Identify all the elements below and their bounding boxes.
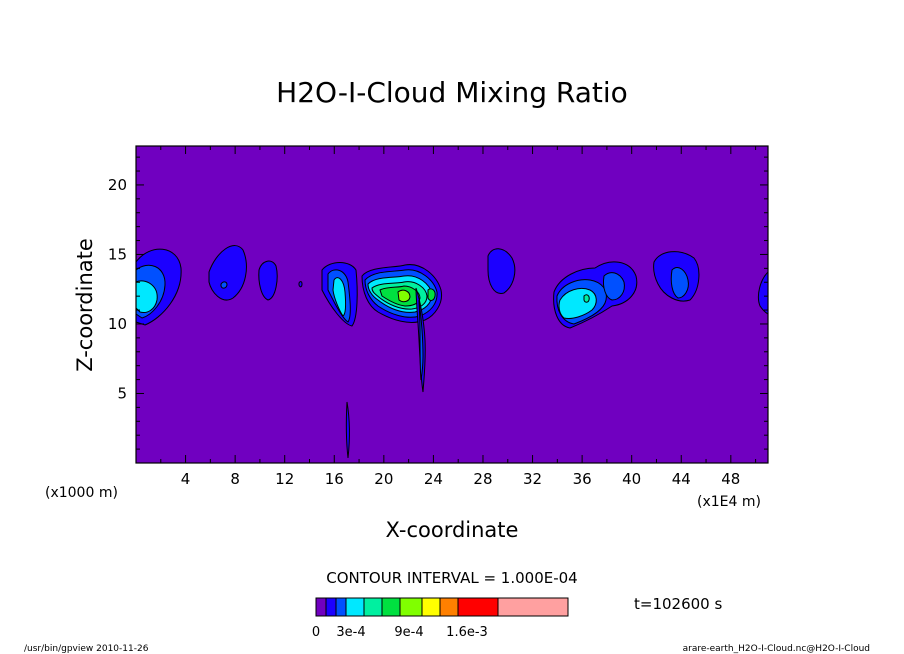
x-tick-label: 20 <box>374 470 393 488</box>
cloud-streak <box>345 401 350 459</box>
colorbar-swatch <box>399 597 423 617</box>
colorbar-swatch <box>325 597 337 617</box>
y-tick-label: 15 <box>108 245 127 263</box>
x-tick-label: 36 <box>573 470 592 488</box>
colorbar-swatch <box>315 597 327 617</box>
x-tick-label: 12 <box>275 470 294 488</box>
footer-left: /usr/bin/gpview 2010-11-26 <box>24 644 149 654</box>
y-axis-title: Z-coordinate <box>73 238 97 372</box>
colorbar-label: 9e-4 <box>394 625 423 640</box>
chart-title: H2O-I-Cloud Mixing Ratio <box>276 76 628 109</box>
x-tick-label: 44 <box>672 470 691 488</box>
colorbar-swatch <box>345 597 365 617</box>
y-tick-label: 20 <box>108 176 127 194</box>
cloud-cell-7 <box>553 261 638 329</box>
x-tick-label: 8 <box>230 470 240 488</box>
contour-layer <box>135 245 769 459</box>
cloud-cell-3 <box>258 260 303 301</box>
x-tick-label: 4 <box>181 470 191 488</box>
x-axis-title: X-coordinate <box>386 518 519 542</box>
colorbar-label: 1.6e-3 <box>446 625 488 640</box>
cloud-cell-8 <box>653 251 700 302</box>
cloud-cell-1 <box>135 248 182 326</box>
x-tick-label: 28 <box>473 470 492 488</box>
cloud-cell-2 <box>208 245 247 301</box>
footer-right: arare-earth_H2O-I-Cloud.nc@H2O-I-Cloud <box>683 644 870 654</box>
cloud-cell-5 <box>361 264 443 393</box>
y-axis-ticks: 5 10 15 20 <box>108 156 768 450</box>
plot-background <box>136 146 768 463</box>
x-tick-label: 48 <box>721 470 740 488</box>
colorbar-swatch <box>457 597 499 617</box>
x-axis-ticks: 4 8 12 16 20 24 28 32 36 40 44 48 <box>160 146 757 488</box>
time-label: t=102600 s <box>634 595 722 613</box>
y-tick-label: 10 <box>108 315 127 333</box>
x-tick-label: 40 <box>622 470 641 488</box>
x-tick-label: 32 <box>523 470 542 488</box>
contour-interval-label: CONTOUR INTERVAL = 1.000E-04 <box>326 569 577 587</box>
colorbar-swatch <box>439 597 459 617</box>
colorbar-labels: 0 3e-4 9e-4 1.6e-3 <box>312 625 488 640</box>
x-tick-label: 24 <box>424 470 443 488</box>
plot-frame <box>135 145 769 464</box>
colorbar <box>315 597 569 617</box>
y-tick-label: 5 <box>117 384 127 402</box>
colorbar-swatch <box>497 597 569 617</box>
colorbar-swatch <box>363 597 383 617</box>
colorbar-swatch <box>421 597 441 617</box>
colorbar-swatch <box>335 597 347 617</box>
x-unit-left: (x1000 m) <box>45 485 118 501</box>
x-unit-right: (x1E4 m) <box>697 494 761 510</box>
cloud-cell-6 <box>487 248 516 294</box>
colorbar-swatch <box>381 597 401 617</box>
x-tick-label: 16 <box>325 470 344 488</box>
cloud-cell-4 <box>321 262 358 327</box>
colorbar-label: 0 <box>312 625 320 640</box>
colorbar-label: 3e-4 <box>336 625 365 640</box>
